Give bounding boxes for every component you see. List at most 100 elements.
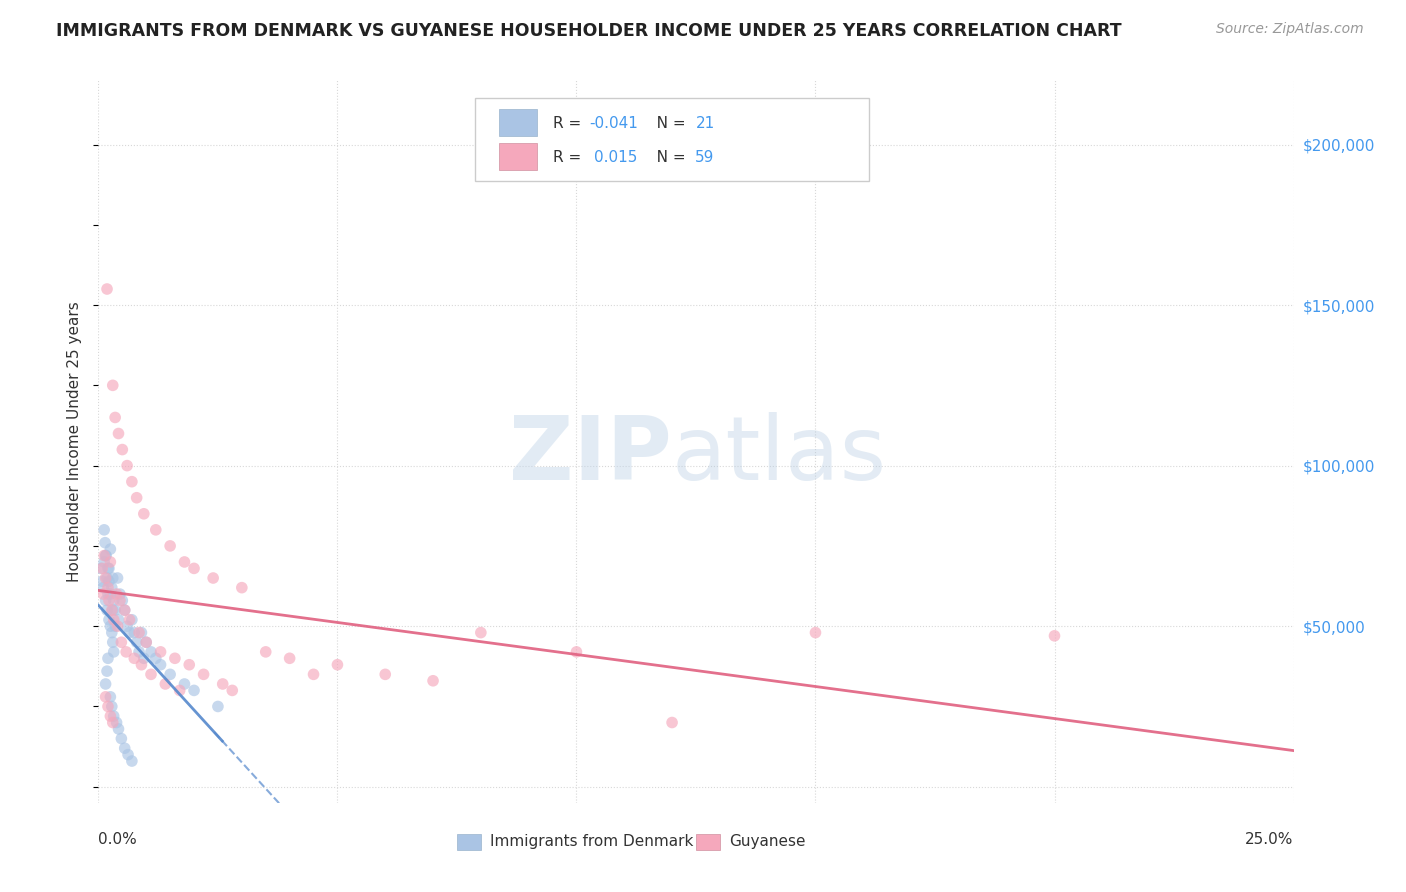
Text: 0.015: 0.015 bbox=[595, 150, 637, 165]
Text: atlas: atlas bbox=[672, 412, 887, 500]
Point bbox=[101, 715, 124, 730]
Point bbox=[101, 625, 124, 640]
Point bbox=[103, 645, 125, 659]
Point bbox=[111, 442, 134, 457]
Point bbox=[302, 667, 325, 681]
Point bbox=[104, 619, 127, 633]
Point bbox=[97, 587, 120, 601]
Point bbox=[103, 709, 125, 723]
Point bbox=[114, 603, 136, 617]
Point bbox=[107, 722, 129, 736]
Point bbox=[108, 593, 131, 607]
Point bbox=[155, 677, 177, 691]
Point bbox=[118, 613, 141, 627]
Point bbox=[98, 690, 122, 704]
Point bbox=[207, 699, 229, 714]
Point bbox=[111, 593, 134, 607]
Point bbox=[374, 667, 396, 681]
Point bbox=[278, 651, 301, 665]
Point bbox=[98, 542, 122, 557]
Point bbox=[124, 625, 146, 640]
Point bbox=[97, 561, 120, 575]
Point bbox=[193, 667, 215, 681]
Point bbox=[93, 555, 115, 569]
Point bbox=[124, 651, 146, 665]
FancyBboxPatch shape bbox=[499, 109, 537, 136]
Point bbox=[101, 581, 124, 595]
Point bbox=[131, 657, 153, 672]
Text: N =: N = bbox=[643, 116, 690, 131]
Point bbox=[105, 715, 128, 730]
Point bbox=[470, 625, 492, 640]
Point bbox=[91, 587, 114, 601]
Point bbox=[97, 593, 120, 607]
Point bbox=[91, 581, 114, 595]
Point bbox=[103, 613, 125, 627]
Point bbox=[103, 593, 125, 607]
Point bbox=[101, 635, 124, 649]
Text: ZIP: ZIP bbox=[509, 412, 672, 500]
Point bbox=[132, 651, 155, 665]
Point bbox=[93, 523, 115, 537]
Point bbox=[114, 603, 136, 617]
Point bbox=[93, 549, 115, 563]
Point bbox=[183, 683, 205, 698]
Point bbox=[104, 410, 127, 425]
Point bbox=[211, 677, 233, 691]
Point bbox=[107, 571, 129, 585]
Point bbox=[131, 625, 153, 640]
Point bbox=[96, 282, 118, 296]
Point bbox=[135, 635, 157, 649]
Point bbox=[90, 561, 112, 575]
Point bbox=[107, 613, 129, 627]
Point bbox=[804, 625, 827, 640]
Point bbox=[97, 561, 120, 575]
Text: -0.041: -0.041 bbox=[589, 116, 638, 131]
Point bbox=[169, 683, 191, 698]
Point bbox=[149, 657, 172, 672]
Point bbox=[121, 754, 143, 768]
Point bbox=[159, 667, 181, 681]
Point bbox=[97, 651, 120, 665]
Point bbox=[98, 555, 122, 569]
Point bbox=[97, 613, 120, 627]
Point bbox=[115, 645, 138, 659]
Point bbox=[125, 635, 148, 649]
Point bbox=[163, 651, 186, 665]
Point bbox=[105, 587, 128, 601]
Point bbox=[128, 625, 150, 640]
Point bbox=[94, 690, 117, 704]
Point bbox=[94, 571, 117, 585]
FancyBboxPatch shape bbox=[457, 834, 481, 850]
Point bbox=[115, 619, 138, 633]
Y-axis label: Householder Income Under 25 years: Householder Income Under 25 years bbox=[67, 301, 83, 582]
Text: Source: ZipAtlas.com: Source: ZipAtlas.com bbox=[1216, 22, 1364, 37]
Point bbox=[221, 683, 243, 698]
Point bbox=[110, 731, 132, 746]
Point bbox=[145, 651, 167, 665]
Point bbox=[108, 587, 131, 601]
Point bbox=[173, 555, 195, 569]
Point bbox=[98, 619, 122, 633]
Text: 59: 59 bbox=[695, 150, 714, 165]
Text: Immigrants from Denmark: Immigrants from Denmark bbox=[491, 834, 693, 849]
Point bbox=[121, 475, 143, 489]
Point bbox=[101, 378, 124, 392]
Text: R =: R = bbox=[553, 150, 591, 165]
Text: Guyanese: Guyanese bbox=[730, 834, 806, 849]
Point bbox=[125, 491, 148, 505]
Text: N =: N = bbox=[641, 150, 690, 165]
Point bbox=[91, 574, 114, 589]
Point bbox=[135, 635, 157, 649]
Point bbox=[121, 613, 143, 627]
Point bbox=[97, 581, 120, 595]
Text: 0.0%: 0.0% bbox=[98, 831, 138, 847]
FancyBboxPatch shape bbox=[696, 834, 720, 850]
Point bbox=[101, 699, 124, 714]
Point bbox=[94, 535, 117, 549]
FancyBboxPatch shape bbox=[475, 98, 869, 181]
Point bbox=[98, 587, 122, 601]
Point bbox=[159, 539, 181, 553]
Point bbox=[96, 664, 118, 678]
Point bbox=[94, 549, 117, 563]
